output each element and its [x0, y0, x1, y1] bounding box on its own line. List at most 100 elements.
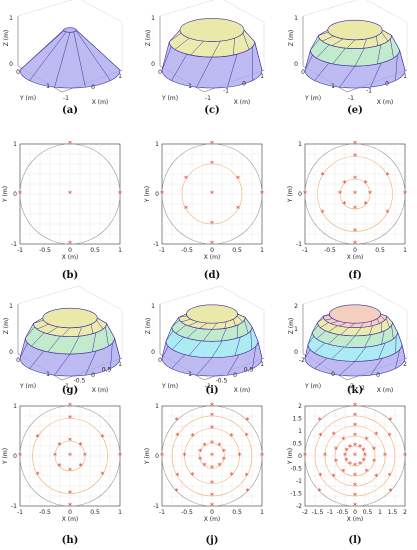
dome-facet-line	[331, 346, 345, 360]
x-tick-label: 0	[68, 509, 72, 516]
marker: *	[385, 208, 389, 217]
panel-l: * ***************************** * *********…	[287, 402, 407, 547]
dome-facet-line	[33, 319, 44, 324]
marker: *	[318, 472, 322, 481]
marker: *	[160, 190, 164, 199]
dome-facet-line	[332, 47, 346, 65]
marker: *	[18, 452, 22, 461]
x-tick-label: -0.5	[74, 378, 86, 385]
back-grid-line	[219, 285, 265, 311]
dome-facet-line	[211, 340, 223, 358]
dome-facet-line	[178, 315, 187, 318]
marker: *	[341, 468, 345, 477]
panel-e: Z (m) 0 1 0 1 Y (m) -1 -1 0 1 X (m) (e)	[288, 0, 408, 116]
dome-facet-line	[378, 342, 386, 360]
dome-facet-line	[172, 336, 184, 350]
dome-facet-line	[392, 322, 398, 333]
dome-facet-line	[314, 357, 328, 369]
dome-facet-line	[380, 315, 386, 321]
marker: *	[100, 433, 104, 442]
panel-g: Z (m) 0 1 0 1 Y (m) -1 -0.5 0 0.5 1 X (m) (g)	[3, 285, 123, 396]
dome-facet-line	[328, 334, 339, 345]
y-tick-label: 1	[155, 403, 159, 410]
x-axis-label: X (m)	[234, 387, 251, 394]
projection-circle	[199, 443, 225, 469]
x-tick-label: 1	[260, 73, 264, 80]
x-tick-label: -1	[17, 509, 23, 516]
projection-circle	[317, 156, 393, 232]
x-tick-label: 0	[385, 80, 389, 87]
marker: *	[318, 487, 322, 496]
dome-facet-line	[190, 40, 204, 56]
x-axis-label: X (m)	[62, 254, 79, 261]
marker: *	[364, 200, 368, 209]
dome-facet-line	[77, 326, 83, 337]
projection-circle	[32, 418, 108, 494]
marker: *	[236, 175, 240, 184]
x-axis-label: X (m)	[377, 387, 394, 394]
z-tick-label: 2	[294, 303, 298, 310]
dome-facet-line	[171, 354, 186, 369]
dome-facet-line	[395, 54, 398, 81]
y-tick-label: 0.5	[292, 441, 302, 448]
z-axis-label: Z (m)	[145, 318, 152, 335]
dome-facet-line	[339, 65, 356, 88]
dome-facet-line	[362, 38, 368, 49]
marker: *	[353, 482, 357, 491]
dome-facet-line	[171, 54, 188, 81]
marker: *	[184, 175, 188, 184]
marker: *	[210, 240, 214, 249]
dome-facet-line	[397, 332, 403, 345]
y-axis-label: Y (m)	[2, 186, 9, 203]
dome-facet-line	[332, 38, 344, 46]
dome-facet-line	[349, 323, 356, 328]
x-tick-label: -0.5	[181, 509, 193, 516]
y-axis-label: Y (m)	[287, 186, 294, 203]
y-tick-label: 1.5	[292, 416, 302, 423]
dome-facet-line	[110, 342, 113, 369]
x-tick-label: 0	[91, 372, 95, 379]
marker: *	[303, 452, 307, 461]
panel-i: Z (m) 0 1 0 1 Y (m) -1 -0.5 0 0.5 1 X (m) (i)	[145, 285, 265, 396]
marker: *	[217, 441, 221, 450]
x-tick-label: 0.5	[244, 367, 254, 374]
y-axis-label: Y (m)	[161, 383, 178, 390]
dome-cap	[329, 304, 381, 324]
x-tick-label: 0	[376, 372, 380, 379]
marker: *	[79, 462, 83, 471]
marker: *	[68, 240, 72, 249]
back-grid-line	[302, 285, 364, 305]
marker: *	[372, 445, 376, 454]
dome-facet-line	[224, 321, 227, 329]
dome-facet-line	[339, 322, 347, 327]
back-grid-line	[17, 0, 73, 17]
back-grid-line	[81, 0, 123, 23]
marker: *	[210, 160, 214, 169]
dome-facet-line	[391, 35, 400, 51]
back-grid-line	[17, 285, 79, 305]
x-tick-label: 0.5	[375, 247, 385, 254]
dome-facet-line	[161, 346, 169, 359]
y-tick-label: 0	[155, 453, 159, 460]
projection-circle	[344, 445, 366, 467]
marker: *	[245, 416, 249, 425]
dome-facet-line	[175, 324, 187, 334]
x-tick-label: 0.5	[363, 509, 373, 516]
marker: *	[68, 140, 72, 149]
marker: *	[348, 460, 352, 469]
x-axis-label: X (m)	[92, 99, 109, 106]
dome-facet-line	[105, 326, 109, 347]
dome-facet-line	[312, 325, 319, 333]
y-tick-label: 0	[298, 191, 302, 198]
y-tick-label: 1	[46, 83, 50, 90]
marker: *	[245, 432, 249, 441]
x-tick-label: -1	[63, 95, 69, 102]
marker: *	[332, 473, 336, 482]
panel-j: * ***************************** * **-1 -0.5 0…	[144, 402, 264, 547]
y-tick-label: 1	[188, 371, 192, 378]
marker: *	[372, 458, 376, 467]
x-tick-label: 1.5	[388, 509, 398, 516]
dome-facet-line	[211, 322, 218, 330]
marker: *	[332, 430, 336, 439]
projection-circle	[171, 415, 253, 497]
